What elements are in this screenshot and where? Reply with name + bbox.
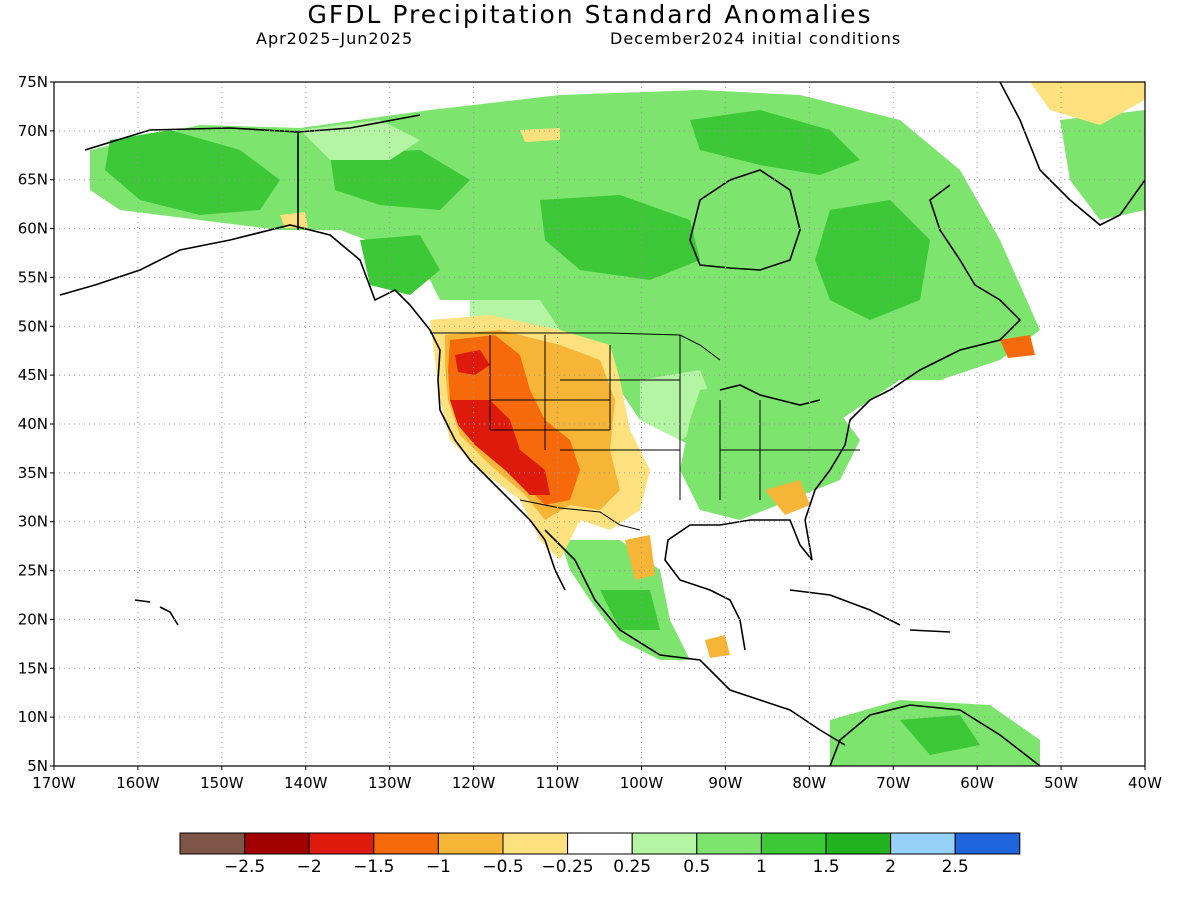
colorbar-swatch	[631, 832, 698, 855]
colorbar-label: 0.5	[683, 857, 710, 877]
lat-label: 75N	[18, 73, 48, 91]
lon-label: 90W	[708, 774, 742, 792]
map-frame	[53, 81, 1146, 767]
colorbar-swatch	[954, 832, 1021, 855]
colorbar-swatch	[760, 832, 827, 855]
colorbar-swatch	[179, 832, 246, 855]
colorbar-swatch	[437, 832, 504, 855]
state-borders	[489, 335, 860, 500]
colorbar-swatch	[567, 832, 633, 855]
lat-label: 70N	[18, 122, 48, 140]
colorbar-label: 2	[885, 857, 896, 877]
colorbar-label: −2	[297, 857, 322, 877]
pacific-coast	[409, 304, 566, 591]
initial-conditions: December2024 initial conditions	[610, 29, 902, 48]
lat-label: 45N	[18, 366, 48, 384]
lon-label: 140W	[284, 774, 328, 792]
graticule	[50, 81, 1146, 770]
hudson-bay	[689, 169, 801, 271]
colorbar-label: −1	[426, 857, 451, 877]
lat-label: 25N	[18, 562, 48, 580]
longitude-labels: 170W 160W 150W 140W 130W 120W 110W 100W 90W 80W 70…	[32, 774, 1162, 792]
hawaii	[134, 599, 179, 626]
lon-label: 150W	[200, 774, 244, 792]
map-title: GFDL Precipitation Standard Anomalies	[307, 0, 873, 29]
lon-label: 50W	[1044, 774, 1078, 792]
political-borders	[430, 332, 860, 531]
lon-label: 80W	[792, 774, 826, 792]
greenland-coast	[999, 82, 1145, 226]
lat-label: 60N	[18, 220, 48, 238]
colorbar-label: −1.5	[353, 857, 394, 877]
colorbar-label: 0.25	[613, 857, 651, 877]
hispaniola	[909, 629, 951, 633]
lat-label: 20N	[18, 610, 48, 628]
lon-label: 130W	[368, 774, 412, 792]
lon-label: 100W	[620, 774, 664, 792]
lon-label: 160W	[116, 774, 160, 792]
arctic-coast	[84, 114, 421, 151]
lon-label: 40W	[1128, 774, 1162, 792]
colorbar-label: 1	[756, 857, 767, 877]
south-america-coast	[829, 704, 1041, 766]
colorbar-swatch	[696, 832, 762, 855]
cuba	[789, 589, 901, 626]
lat-label: 30N	[18, 513, 48, 531]
lon-label: 60W	[960, 774, 994, 792]
lat-label: 65N	[18, 171, 48, 189]
lon-label: 110W	[536, 774, 580, 792]
us-mexico-border	[519, 499, 641, 531]
colorbar-swatch	[825, 832, 892, 855]
colorbar-labels: −2.5 −2 −1.5 −1 −0.5 −0.25 0.25 0.5 1 1.5 2 2.5	[224, 857, 969, 877]
lat-label: 40N	[18, 415, 48, 433]
lat-label: 35N	[18, 464, 48, 482]
great-lakes	[719, 384, 821, 406]
colorbar	[179, 832, 1021, 855]
lon-label: 120W	[452, 774, 496, 792]
colorbar-swatch	[502, 832, 569, 855]
colorbar-label: 1.5	[812, 857, 839, 877]
forecast-period: Apr2025–Jun2025	[256, 29, 414, 48]
lat-label: 50N	[18, 317, 48, 335]
colorbar-swatch	[890, 832, 956, 855]
colorbar-label: −0.5	[482, 857, 523, 877]
atlantic-coast	[804, 184, 1022, 521]
colorbar-swatch	[373, 832, 439, 855]
gulf-coast	[664, 519, 813, 651]
alaska-coast	[59, 224, 411, 306]
lat-label: 5N	[27, 757, 48, 775]
lat-label: 55N	[18, 268, 48, 286]
lon-label: 70W	[876, 774, 910, 792]
colorbar-swatch	[244, 832, 310, 855]
colorbar-swatch	[308, 832, 375, 855]
lat-label: 10N	[18, 708, 48, 726]
lon-label: 170W	[32, 774, 76, 792]
colorbar-label: −2.5	[224, 857, 265, 877]
colorbar-label: 2.5	[942, 857, 969, 877]
lat-label: 15N	[18, 659, 48, 677]
colorbar-label: −0.25	[542, 857, 594, 877]
latitude-labels: 75N 70N 65N 60N 55N 50N 45N 40N 35N 30N 25N 20N 15N 1…	[18, 73, 48, 775]
